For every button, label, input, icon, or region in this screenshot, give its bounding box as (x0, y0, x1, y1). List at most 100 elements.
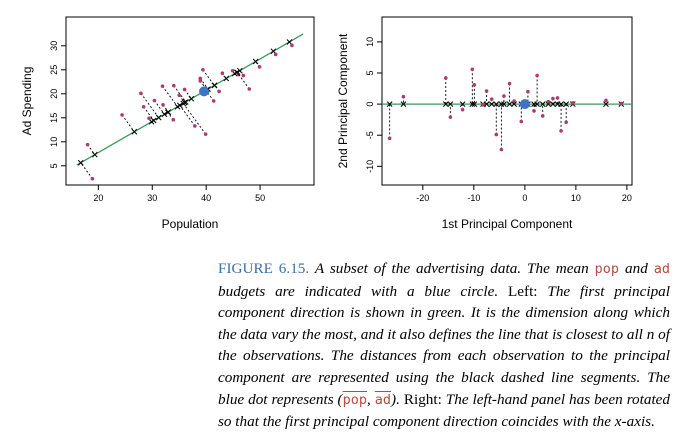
projection-mark (501, 101, 507, 107)
y-tick-label: 5 (365, 70, 375, 75)
data-point (152, 98, 157, 103)
x-tick-label: -20 (416, 193, 429, 203)
projection-mark (188, 95, 195, 102)
projection-mark (488, 101, 495, 107)
caption-comma: , (367, 390, 375, 408)
projection-mark (252, 58, 259, 65)
data-point (484, 89, 489, 93)
plot-frame (65, 16, 315, 186)
caption-var-pop: pop (594, 261, 620, 277)
projection-mark (442, 101, 449, 107)
mean-point (199, 86, 210, 97)
data-point (160, 84, 165, 88)
caption-pop-bar: pop (342, 391, 368, 408)
y-tick-label: 5 (49, 163, 59, 168)
data-point (472, 83, 477, 87)
y-tick-label: 10 (49, 137, 59, 147)
figure-caption: FIGURE 6.15. A subset of the advertising… (218, 258, 670, 433)
projection-mark (131, 128, 138, 135)
residual-segment (236, 71, 250, 90)
data-point (499, 147, 504, 152)
projection-mark (165, 109, 171, 116)
data-point (494, 132, 499, 137)
projection-mark (236, 67, 243, 74)
y-axis-label: Ad Spending (20, 67, 34, 136)
residual-segment (162, 85, 178, 107)
x-tick-label: 10 (571, 193, 581, 203)
projection-mark (155, 114, 162, 121)
x-tick-label: 50 (255, 193, 265, 203)
plot-frame (381, 16, 633, 186)
data-point (90, 176, 95, 181)
projection-mark (174, 103, 181, 110)
data-point (546, 99, 551, 104)
residual-segment (143, 106, 155, 121)
y-tick-label: 30 (49, 41, 59, 51)
projection-mark (386, 101, 393, 107)
residual-segment (140, 93, 160, 118)
data-point (502, 94, 506, 98)
residual-segment (121, 114, 135, 132)
caption-x: x (614, 413, 622, 431)
caption-text: A subset of the advertising data. The me… (309, 260, 595, 277)
data-point (535, 73, 539, 78)
data-point (177, 93, 182, 98)
residual-segment (154, 100, 165, 115)
data-point (460, 107, 465, 112)
projection-mark (550, 101, 556, 107)
projection-mark (498, 101, 505, 107)
caption-text: ). (391, 390, 404, 408)
caption-right-label: Right: (403, 390, 442, 408)
data-point (172, 83, 176, 88)
data-point (273, 52, 278, 57)
x-tick-label: 20 (622, 193, 632, 203)
caption-ad-bar: ad (374, 391, 392, 408)
y-tick-label: 15 (49, 113, 59, 123)
mean-point (519, 99, 530, 110)
caption-text: -axis. (621, 413, 655, 431)
residual-segment (80, 162, 93, 180)
x-axis-label: Population (162, 217, 219, 231)
data-point (211, 99, 216, 103)
observations (77, 39, 294, 181)
data-point (532, 109, 536, 113)
data-point (564, 120, 568, 124)
projection-mark (539, 101, 546, 107)
projection-mark (506, 101, 513, 107)
data-point (203, 132, 208, 136)
data-point (559, 129, 563, 133)
figure-label: FIGURE 6.15. (218, 260, 310, 277)
caption-left-label: Left: (508, 282, 538, 300)
projection-mark (558, 101, 564, 107)
y-tick-label: 0 (365, 102, 375, 107)
data-point (220, 71, 225, 75)
caption-n: n (646, 325, 655, 343)
data-point (171, 117, 176, 122)
data-point (551, 96, 555, 101)
caption-text: budgets are indicated with a blue circle… (218, 282, 509, 300)
caption-text: and (619, 260, 654, 277)
data-point (217, 89, 221, 94)
data-point (247, 87, 252, 91)
y-tick-label: 25 (49, 65, 59, 75)
data-point (147, 116, 151, 121)
data-point (182, 87, 187, 92)
y-tick-label: 10 (365, 37, 375, 47)
data-point (85, 142, 90, 147)
data-point (241, 73, 246, 78)
data-point (489, 97, 494, 101)
data-point (230, 68, 235, 73)
data-point (139, 91, 143, 96)
data-point (201, 68, 205, 72)
y-tick-label: -10 (365, 160, 375, 173)
caption-text: The first principal component direction … (218, 282, 670, 343)
projection-mark (459, 101, 466, 107)
projection-mark (471, 101, 478, 107)
data-point (290, 43, 294, 48)
projection-mark (286, 39, 293, 45)
projection-mark (234, 69, 240, 76)
projection-mark (91, 151, 98, 158)
data-point (443, 76, 448, 80)
data-point (120, 113, 124, 117)
residual-segment (182, 103, 206, 135)
